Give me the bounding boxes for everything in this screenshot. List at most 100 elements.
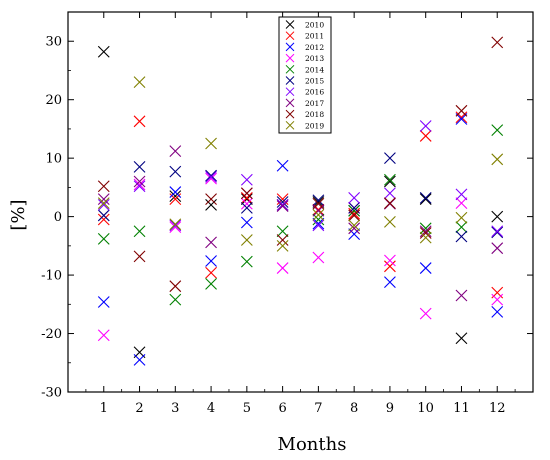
data-point-2018 [133,250,146,263]
data-point-2019 [491,153,504,166]
data-point-2018 [240,187,253,200]
legend-entry: 2014 [285,64,324,74]
data-point-2018 [455,104,468,117]
legend-entry: 2016 [285,87,324,97]
data-point-2016 [133,180,146,193]
data-point-2014 [169,293,182,306]
data-point-2019 [240,234,253,246]
data-point-2013 [312,251,325,264]
legend-label: 2015 [305,77,324,86]
legend-label: 2018 [305,110,324,119]
y-tick-label: -30 [41,386,62,401]
x-axis-label: Months [278,434,347,455]
data-point-2012 [205,255,217,267]
data-point-2014 [97,232,110,245]
data-point-2015 [133,161,146,173]
data-point-2015 [169,165,182,178]
y-axis-ticks: -30 -20 -10 0 10 20 30 [41,35,533,401]
legend-label: 2012 [305,43,324,52]
x-tick-label: 4 [207,401,215,416]
x-tick-label: 10 [417,401,434,416]
data-point-2019 [312,208,325,221]
data-point-2013 [97,329,110,342]
x-tick-label: 9 [386,401,394,416]
legend-label: 2013 [305,54,324,63]
data-point-2014 [240,255,253,268]
x-tick-label: 8 [350,401,358,416]
legend-label: 2011 [305,32,324,41]
legend-label: 2014 [305,65,324,74]
data-point-2017 [276,200,289,212]
data-point-2013 [384,254,396,267]
data-point-2012 [312,217,325,230]
data-point-2011 [348,207,361,220]
data-point-2010 [455,332,468,345]
legend-label: 2016 [305,88,324,97]
data-point-2019 [97,197,110,210]
data-point-2014 [419,222,432,235]
data-point-2013 [133,178,146,191]
data-point-2017 [491,242,504,255]
data-point-2013 [491,293,504,306]
data-markers [97,36,504,366]
data-point-2012 [491,306,504,318]
x-tick-label: 11 [453,401,470,416]
data-point-2018 [348,209,361,222]
data-point-2010 [205,199,217,211]
data-point-2017 [205,236,217,249]
data-point-2013 [205,172,217,185]
data-point-2016 [276,199,289,211]
legend-box [278,16,332,134]
data-point-2015 [240,201,253,214]
data-point-2013 [169,221,182,234]
data-point-2014 [491,124,504,136]
data-point-2011 [133,115,146,128]
data-point-2016 [491,225,504,238]
legend-label: 2019 [305,121,324,130]
y-tick-label: 0 [54,210,62,225]
data-point-2012 [97,296,110,308]
data-point-2010 [491,210,504,223]
legend-entry: 2011 [285,31,324,41]
legend-entry: 2013 [285,53,324,63]
data-point-2016 [169,219,182,232]
x-tick-label: 5 [243,401,251,416]
data-point-2019 [133,76,146,89]
data-point-2010 [384,175,396,188]
data-point-2014 [312,213,325,226]
legend-entry: 2012 [285,42,324,52]
data-point-2012 [133,353,146,366]
data-point-2018 [97,180,110,193]
data-point-2017 [348,222,361,235]
data-point-2011 [455,111,468,124]
data-point-2014 [205,277,217,290]
data-point-2016 [384,187,396,200]
data-point-2015 [419,192,432,204]
legend-entry: 2018 [285,109,324,119]
legend-entry: 2017 [285,98,324,108]
data-point-2014 [455,221,468,234]
y-tick-label: 30 [45,35,62,50]
data-point-2018 [205,193,217,205]
data-point-2012 [348,228,361,241]
x-tick-label: 3 [171,401,179,416]
data-point-2011 [97,213,110,226]
legend-entry: 2015 [285,76,324,86]
y-tick-label: 20 [45,93,62,108]
data-point-2014 [384,173,396,186]
x-tick-label: 6 [278,401,286,416]
data-point-2012 [455,113,468,125]
x-tick-label: 7 [314,401,322,416]
data-point-2019 [384,215,396,228]
legend-entry: 2010 [285,20,324,30]
data-point-2018 [419,227,432,239]
data-point-2018 [384,197,396,210]
data-point-2016 [312,219,325,232]
legend-label: 2017 [305,99,324,108]
data-point-2012 [419,262,432,274]
data-point-2015 [491,226,504,239]
x-tick-label: 12 [489,401,506,416]
x-axis-ticks: 1 2 3 4 5 6 7 8 9 10 11 12 [85,12,516,416]
data-point-2019 [455,211,468,224]
